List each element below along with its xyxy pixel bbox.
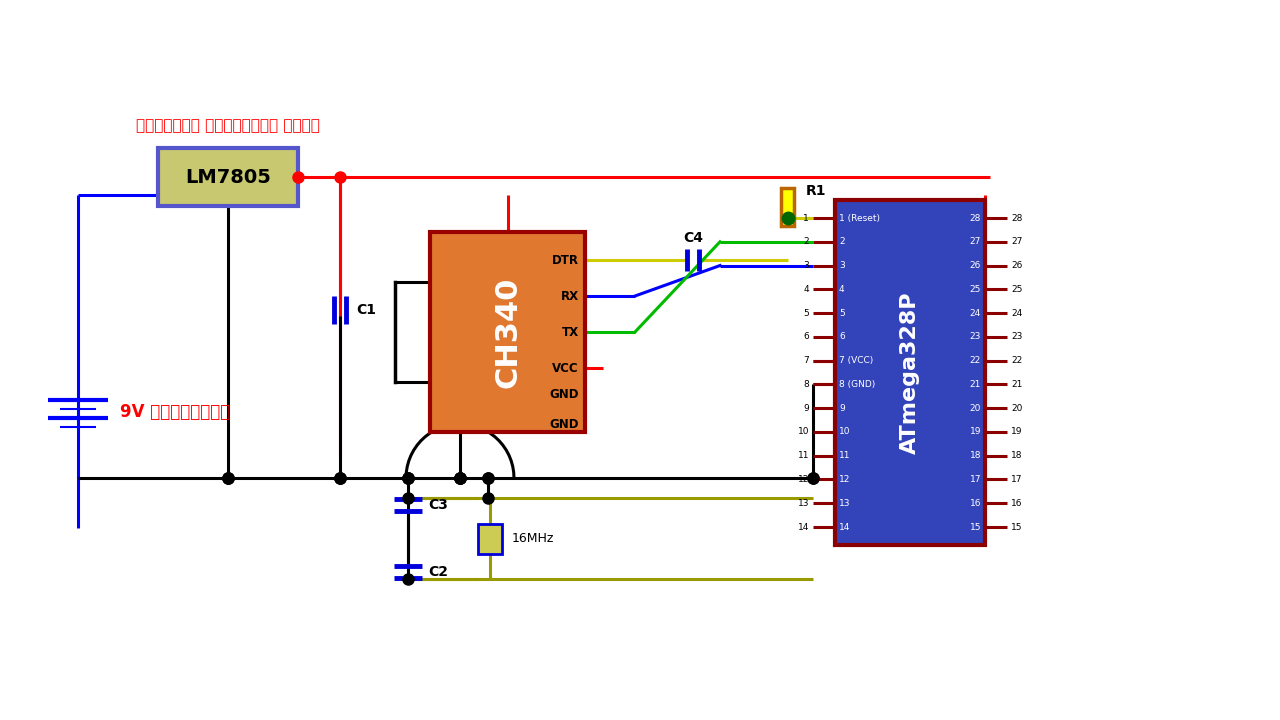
Text: 14: 14 <box>797 523 809 531</box>
Text: 18: 18 <box>969 451 980 460</box>
Text: 6: 6 <box>838 333 845 341</box>
Text: 21: 21 <box>970 380 980 389</box>
Text: 1: 1 <box>804 214 809 222</box>
Text: 16MHz: 16MHz <box>512 532 554 545</box>
Text: 24: 24 <box>970 309 980 318</box>
Text: 15: 15 <box>1011 523 1023 531</box>
Text: 26: 26 <box>1011 261 1023 270</box>
Text: 2: 2 <box>804 238 809 246</box>
Text: 9: 9 <box>804 404 809 413</box>
Text: 16: 16 <box>969 499 980 508</box>
Text: 28: 28 <box>1011 214 1023 222</box>
Text: ভোল্টেজ রেগুলেটর আইসি: ভোল্টেজ রেগুলেটর আইসি <box>136 119 320 133</box>
Text: RX: RX <box>561 289 579 302</box>
Text: 3: 3 <box>838 261 845 270</box>
Text: 15: 15 <box>969 523 980 531</box>
Text: 4: 4 <box>804 285 809 294</box>
Text: 13: 13 <box>797 499 809 508</box>
Text: 20: 20 <box>970 404 980 413</box>
Text: 18: 18 <box>1011 451 1023 460</box>
Text: 3: 3 <box>804 261 809 270</box>
Text: GND: GND <box>549 418 579 431</box>
Text: GND: GND <box>549 387 579 400</box>
Text: 8: 8 <box>804 380 809 389</box>
Text: 25: 25 <box>970 285 980 294</box>
Text: 11: 11 <box>838 451 850 460</box>
Text: 2: 2 <box>838 238 845 246</box>
Text: 7 (VCC): 7 (VCC) <box>838 356 873 365</box>
Text: 27: 27 <box>970 238 980 246</box>
Text: 20: 20 <box>1011 404 1023 413</box>
Text: 28: 28 <box>970 214 980 222</box>
FancyBboxPatch shape <box>835 200 986 545</box>
Text: 5: 5 <box>838 309 845 318</box>
Text: 25: 25 <box>1011 285 1023 294</box>
Text: 14: 14 <box>838 523 850 531</box>
Text: 23: 23 <box>970 333 980 341</box>
FancyBboxPatch shape <box>477 523 502 554</box>
Text: 8 (GND): 8 (GND) <box>838 380 876 389</box>
FancyBboxPatch shape <box>782 187 795 225</box>
Text: VCC: VCC <box>553 361 579 374</box>
Text: 5: 5 <box>804 309 809 318</box>
Text: 24: 24 <box>1011 309 1023 318</box>
Text: 16: 16 <box>1011 499 1023 508</box>
Text: 27: 27 <box>1011 238 1023 246</box>
Text: 10: 10 <box>797 428 809 436</box>
Text: C1: C1 <box>356 303 376 317</box>
Text: C4: C4 <box>684 231 703 245</box>
Text: DTR: DTR <box>552 253 579 266</box>
Text: 9: 9 <box>838 404 845 413</box>
Text: 9V ব্যাটারী: 9V ব্যাটারী <box>120 403 230 421</box>
Text: 10: 10 <box>838 428 850 436</box>
Text: 23: 23 <box>1011 333 1023 341</box>
FancyBboxPatch shape <box>430 232 585 432</box>
Text: 4: 4 <box>838 285 845 294</box>
Text: 11: 11 <box>797 451 809 460</box>
Text: 17: 17 <box>969 475 980 484</box>
Text: C3: C3 <box>428 498 448 512</box>
FancyBboxPatch shape <box>157 148 298 206</box>
Text: 22: 22 <box>1011 356 1023 365</box>
Text: LM7805: LM7805 <box>186 168 271 186</box>
Text: 26: 26 <box>970 261 980 270</box>
Text: 21: 21 <box>1011 380 1023 389</box>
Text: ATmega328P: ATmega328P <box>900 292 920 454</box>
Text: 17: 17 <box>1011 475 1023 484</box>
Text: 22: 22 <box>970 356 980 365</box>
Text: 19: 19 <box>1011 428 1023 436</box>
Text: C2: C2 <box>428 565 448 579</box>
Text: R1: R1 <box>806 184 827 197</box>
Text: 12: 12 <box>838 475 850 484</box>
Text: 19: 19 <box>969 428 980 436</box>
Text: TX: TX <box>562 325 579 338</box>
Text: CH340: CH340 <box>493 276 522 387</box>
Text: 7: 7 <box>804 356 809 365</box>
Text: 1 (Reset): 1 (Reset) <box>838 214 881 222</box>
Text: 6: 6 <box>804 333 809 341</box>
Text: 12: 12 <box>797 475 809 484</box>
Text: 13: 13 <box>838 499 850 508</box>
